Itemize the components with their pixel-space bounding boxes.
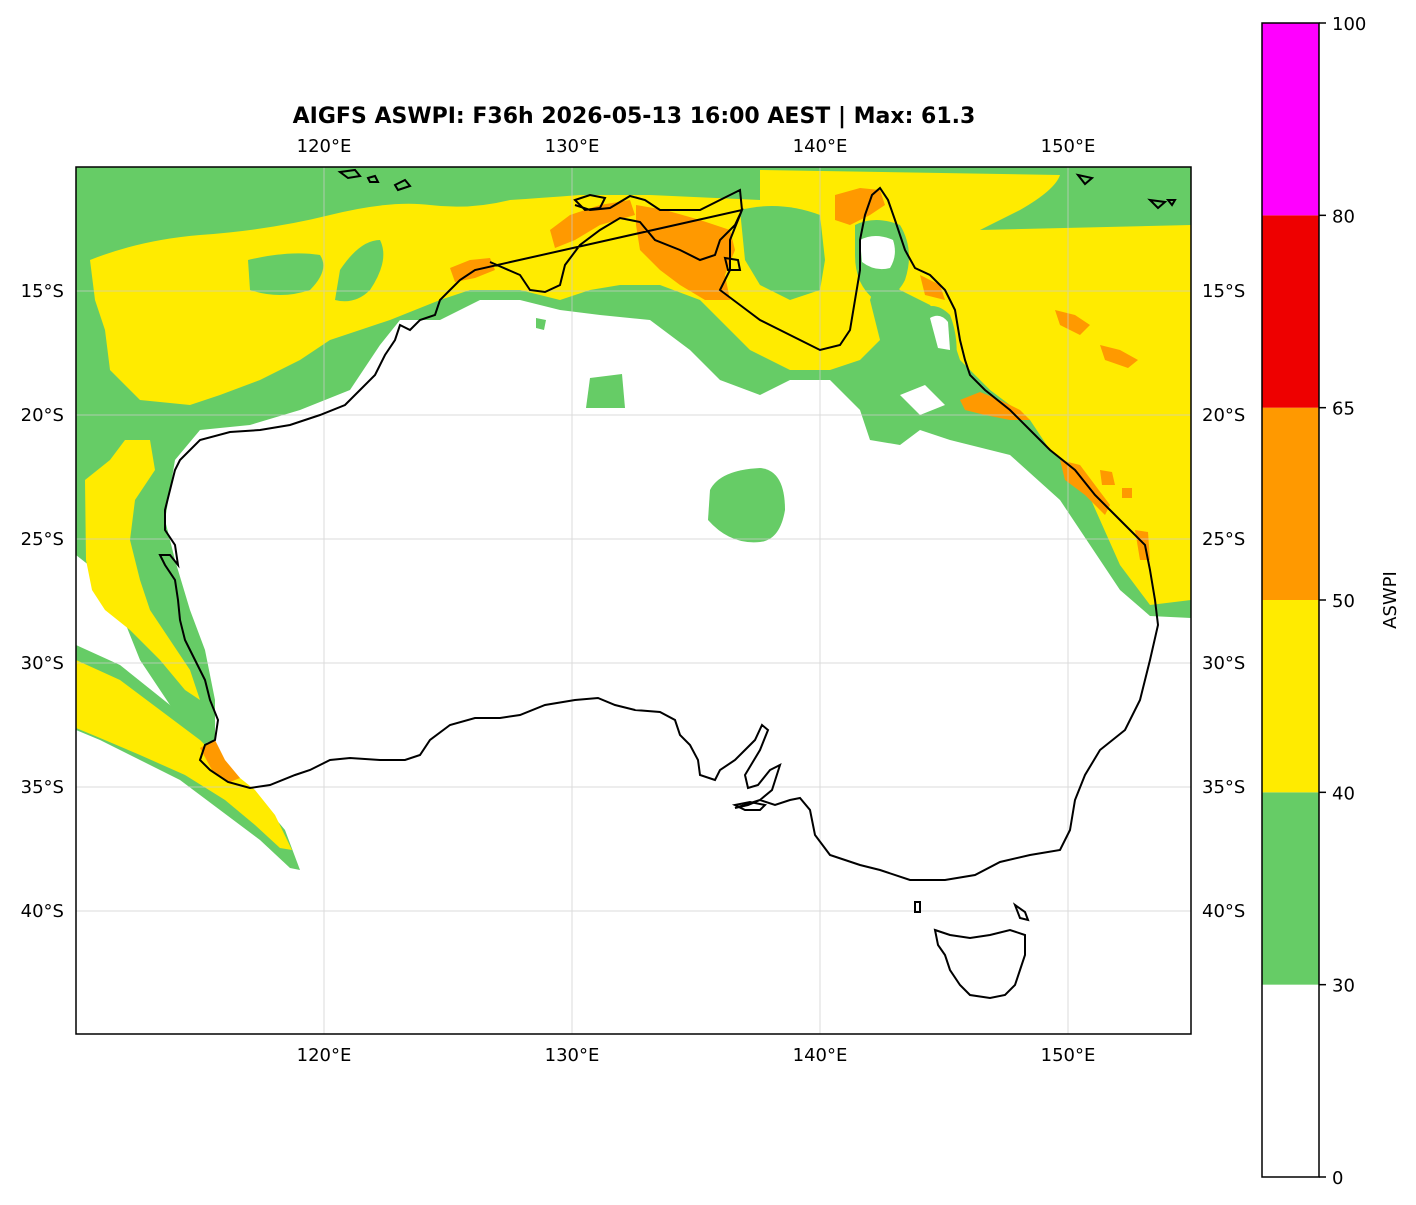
colorbar-tick-label: 100 [1332, 14, 1366, 35]
lon-label-bottom: 150°E [1041, 1045, 1096, 1066]
lon-label-bottom: 130°E [545, 1045, 600, 1066]
lat-label-right: 20°S [1202, 405, 1245, 426]
north-islands-coastline [337, 168, 1177, 210]
colorbar-label: ASWPI [1380, 571, 1401, 629]
lat-label-left: 30°S [21, 653, 64, 674]
king-island-coastline [914, 901, 921, 913]
lat-label-right: 35°S [1202, 777, 1245, 798]
colorbar-segment [1262, 984, 1319, 1177]
lat-label-right: 30°S [1202, 653, 1245, 674]
colorbar-tick-label: 50 [1332, 591, 1355, 612]
lat-label-left: 20°S [21, 405, 64, 426]
colorbar-tick-label: 0 [1332, 1168, 1343, 1189]
colorbar-ticks: 0 30 40 50 65 80 100 [1319, 14, 1366, 1189]
aswpi-band-40-50 [76, 170, 1191, 850]
coastlines [158, 168, 1177, 1000]
top-lon-labels: 120°E 130°E 140°E 150°E [297, 136, 1096, 157]
colorbar-segment [1262, 600, 1319, 793]
colorbar-segment [1262, 792, 1319, 985]
lat-label-right: 15°S [1202, 281, 1245, 302]
colorbar-segments [1262, 23, 1319, 1177]
lat-label-left: 35°S [21, 777, 64, 798]
lon-label-top: 130°E [545, 136, 600, 157]
colorbar-segment [1262, 407, 1319, 600]
colorbar-tick-label: 30 [1332, 976, 1355, 997]
right-lat-labels: 15°S 20°S 25°S 30°S 35°S 40°S [1202, 281, 1245, 922]
colorbar-tick-label: 80 [1332, 206, 1355, 227]
aswpi-field [76, 167, 1191, 870]
kangaroo-island-coastline [731, 800, 768, 811]
lon-label-bottom: 120°E [297, 1045, 352, 1066]
lon-label-top: 120°E [297, 136, 352, 157]
melville-island-coastline [573, 193, 607, 212]
lat-label-right: 25°S [1202, 529, 1245, 550]
tasmania-coastline [933, 928, 1026, 1000]
colorbar: 0 30 40 50 65 80 100 ASWPI [1261, 14, 1401, 1189]
lon-label-bottom: 140°E [793, 1045, 848, 1066]
colorbar-segment [1262, 23, 1319, 216]
groote-eylandt-coastline [723, 256, 742, 271]
map-frame [75, 166, 1192, 1035]
bottom-lon-labels: 120°E 130°E 140°E 150°E [297, 1045, 1096, 1066]
australia-coastline [158, 186, 1160, 881]
lat-label-left: 40°S [21, 901, 64, 922]
lon-label-top: 150°E [1041, 136, 1096, 157]
gridlines [76, 167, 1191, 1034]
left-lat-labels: 15°S 20°S 25°S 30°S 35°S 40°S [21, 281, 64, 922]
lat-label-right: 40°S [1202, 901, 1245, 922]
lat-label-left: 25°S [21, 529, 64, 550]
chart-title: AIGFS ASWPI: F36h 2026-05-13 16:00 AEST … [293, 104, 976, 129]
lat-label-left: 15°S [21, 281, 64, 302]
lon-label-top: 140°E [793, 136, 848, 157]
colorbar-segment [1262, 215, 1319, 408]
colorbar-tick-label: 40 [1332, 783, 1355, 804]
map-panel [75, 166, 1192, 1035]
colorbar-tick-label: 65 [1332, 399, 1355, 420]
flinders-island-coastline [1012, 902, 1030, 922]
